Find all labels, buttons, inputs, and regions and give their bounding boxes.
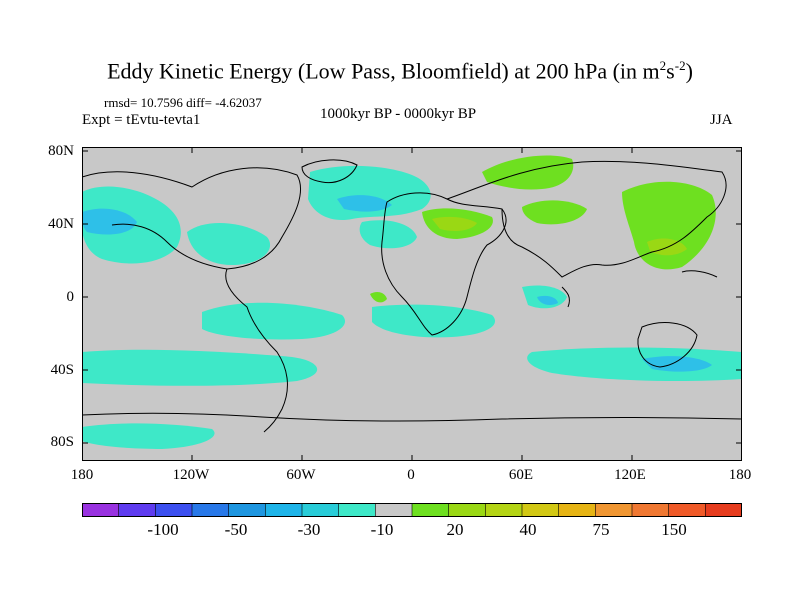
colorbar-cell bbox=[375, 503, 413, 517]
axis-ticks bbox=[82, 147, 742, 461]
positive-anomaly-regions bbox=[370, 155, 716, 303]
colorbar-cell bbox=[118, 503, 157, 517]
colorbar-label-75: 75 bbox=[592, 520, 610, 539]
plot-title: Eddy Kinetic Energy (Low Pass, Bloomfiel… bbox=[107, 58, 693, 84]
neg-region-north-atlantic bbox=[308, 165, 431, 221]
neg-region-south-atlantic bbox=[372, 304, 496, 338]
lat-tick-40n: 40N bbox=[48, 216, 74, 232]
coastline-europe-africa bbox=[381, 192, 507, 336]
colorbar-cell bbox=[155, 503, 193, 517]
season-label: JJA bbox=[710, 112, 733, 128]
lat-tick-40s: 40S bbox=[50, 362, 74, 378]
lon-tick-0: 0 bbox=[407, 467, 415, 483]
neg-region-central-pacific bbox=[187, 222, 271, 265]
lat-tick-80s: 80S bbox=[50, 434, 74, 450]
colorbar-cell bbox=[265, 503, 303, 517]
colorbar-cell bbox=[82, 503, 120, 517]
neg-strong-indian-ocean bbox=[537, 295, 558, 305]
lon-tick-60w: 60W bbox=[286, 467, 316, 483]
neg-strong-north-atlantic bbox=[337, 195, 392, 212]
coastline-antarctica bbox=[82, 412, 742, 422]
neg-region-southern-ocean-west bbox=[82, 349, 318, 386]
lat-tick-80n: 80N bbox=[48, 143, 74, 159]
colorbar-cell bbox=[705, 503, 742, 517]
neg-region-southern-ocean-east bbox=[527, 347, 742, 381]
colorbar-cell bbox=[558, 503, 597, 517]
neg-region-antarctic-coast bbox=[82, 423, 215, 449]
coastline-greenland bbox=[301, 159, 358, 184]
colorbar-label-40: 40 bbox=[519, 520, 537, 539]
pos-region-siberia bbox=[482, 155, 574, 190]
colorbar-label-neg30: -30 bbox=[297, 520, 321, 539]
colorbar-cell bbox=[631, 503, 670, 517]
stats-label: rmsd= 10.7596 diff= -4.62037 bbox=[104, 95, 262, 110]
lat-tick-0: 0 bbox=[66, 289, 75, 305]
lon-tick-120w: 120W bbox=[172, 467, 210, 483]
colorbar-label-neg50: -50 bbox=[224, 520, 248, 539]
neg-region-atlantic-mid bbox=[359, 220, 417, 249]
coastline-australia bbox=[637, 322, 698, 368]
neg-strong-north-pacific bbox=[82, 208, 137, 235]
negative-anomaly-regions bbox=[82, 165, 742, 449]
experiment-label: Expt = tEvtu-tevta1 bbox=[82, 112, 201, 128]
world-map bbox=[82, 147, 742, 461]
coastline-asia bbox=[446, 160, 727, 278]
pos-strong-mediterranean bbox=[432, 216, 477, 231]
lon-tick-60e: 60E bbox=[508, 467, 534, 483]
neg-strong-south-pacific bbox=[642, 356, 712, 372]
colorbar-cell bbox=[411, 503, 450, 517]
colorbar-cell bbox=[668, 503, 707, 517]
colorbar bbox=[82, 503, 742, 517]
lon-tick-120e: 120E bbox=[614, 467, 646, 483]
colorbar-cell bbox=[338, 503, 377, 517]
negative-strong-regions bbox=[82, 195, 712, 372]
colorbar-label-20: 20 bbox=[446, 520, 464, 539]
colorbar-label-150: 150 bbox=[661, 520, 687, 539]
colorbar-cell bbox=[448, 503, 487, 517]
colorbar-cell bbox=[301, 503, 340, 517]
lon-tick-180e: 180 bbox=[728, 467, 752, 483]
colorbar-frame bbox=[82, 503, 742, 517]
colorbar-cell bbox=[595, 503, 633, 517]
colorbar-cell bbox=[521, 503, 560, 517]
pos-region-central-asia bbox=[522, 200, 587, 225]
pos-region-east-asia bbox=[622, 181, 716, 270]
colorbar-cell bbox=[191, 503, 230, 517]
lon-tick-180w: 180 bbox=[70, 467, 94, 483]
coastline-americas bbox=[82, 167, 302, 433]
coastline-madagascar bbox=[561, 286, 570, 308]
colorbar-cell bbox=[485, 503, 523, 517]
colorbar-label-neg10: -10 bbox=[370, 520, 394, 539]
coastlines bbox=[82, 159, 742, 433]
neg-region-south-pacific bbox=[202, 302, 346, 340]
colorbar-cell bbox=[228, 503, 267, 517]
pos-region-tropical-atlantic bbox=[370, 291, 387, 303]
coastline-north-america-west bbox=[111, 223, 228, 270]
coastline-indonesia bbox=[681, 270, 718, 278]
colorbar-label-neg100: -100 bbox=[147, 520, 179, 539]
period-label: 1000kyr BP - 0000kyr BP bbox=[320, 106, 477, 122]
